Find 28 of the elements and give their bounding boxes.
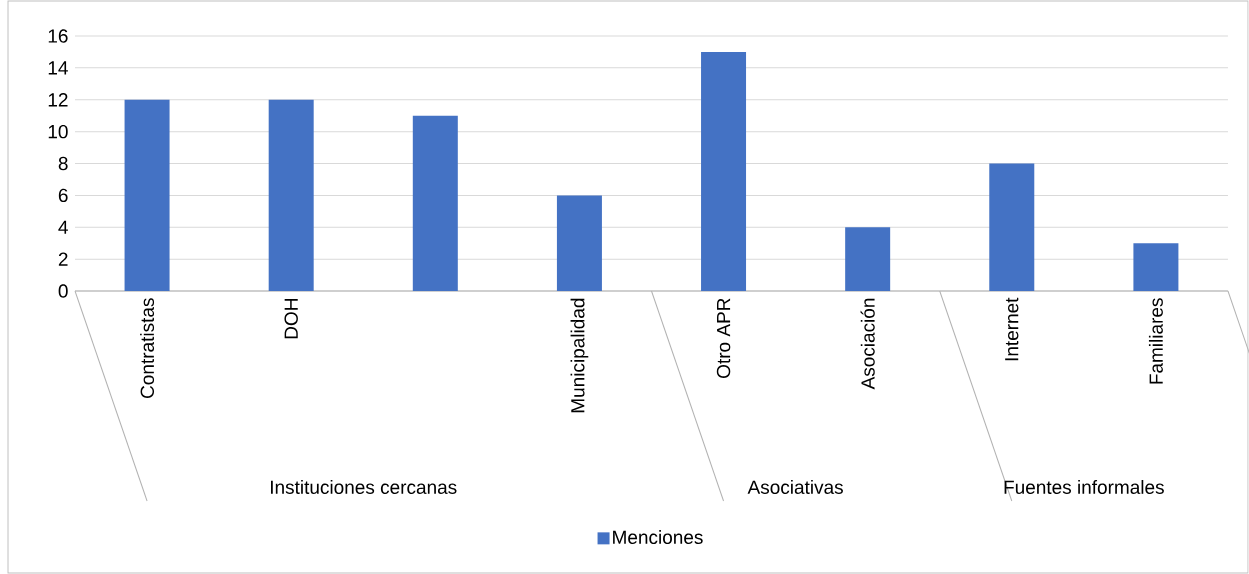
x-tick-label: Otro APR [716,298,731,378]
text: Instituciones cercanas [271,480,457,494]
y-tick-label: 0 [58,284,68,298]
bar [556,195,602,291]
bar [1133,243,1179,291]
x-tick-label: Familiares [1148,298,1163,384]
y-tick-label: 4 [58,220,68,234]
x-tick-label: Asociación [860,298,875,390]
bar [268,99,314,291]
x-tick-label: Municipalidad [570,298,589,413]
bar [845,227,891,291]
legend-label: Menciones [613,530,703,544]
bar [701,51,747,291]
y-tick-label: 2 [58,252,68,266]
y-tick-label: 6 [58,188,68,203]
x-tick-label: DOH [284,299,298,339]
y-tick-label: 10 [48,124,68,139]
bar [124,99,170,291]
bar [412,115,458,291]
y-tick-label: 12 [48,93,68,107]
x-tick-label: Contratistas [140,298,155,398]
text: Asociativas [747,480,843,494]
y-tick-label: 16 [48,29,68,43]
y-tick-label: 14 [48,61,68,75]
bar [989,163,1035,291]
y-tick-label: 8 [58,156,68,171]
source-note: Fuentes informales [1004,480,1164,494]
x-tick-label: Internet [1005,297,1019,361]
